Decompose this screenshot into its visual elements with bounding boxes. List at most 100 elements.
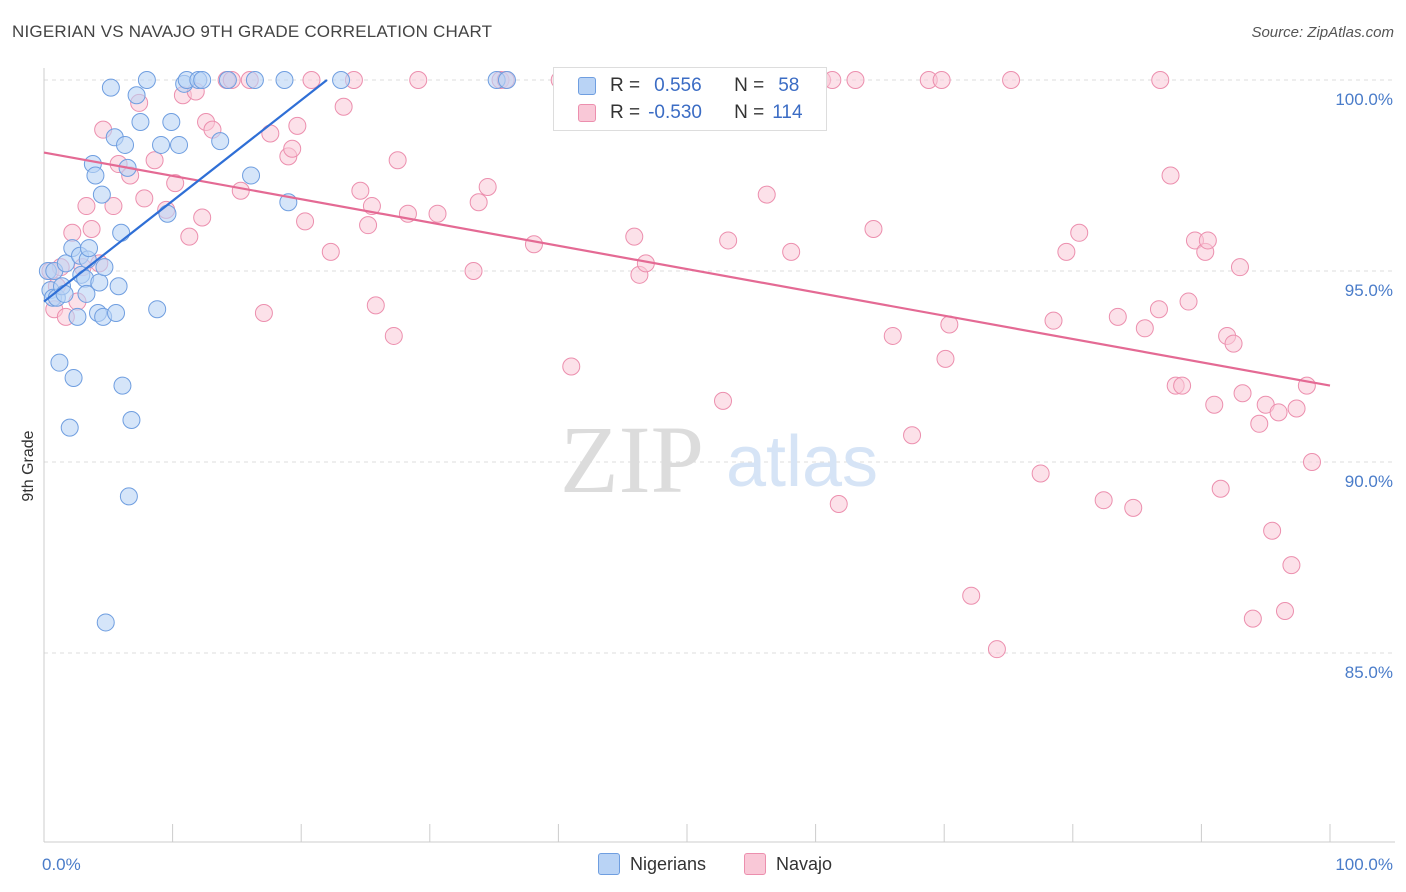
navajo-point [1302, 453, 1321, 471]
navajo-point [1057, 242, 1076, 261]
navajo-point [296, 212, 315, 231]
legend-item-navajo[interactable]: Navajo [744, 852, 832, 876]
navajo-point [366, 296, 385, 315]
grid-lines [44, 79, 1395, 654]
legend-row-nigerians: R = 0.556 N = 58 [578, 74, 799, 98]
legend-swatch-pink [744, 853, 766, 875]
nigerian-point [55, 284, 74, 303]
y-axis-label: 9th Grade [20, 430, 37, 501]
navajo-point [1044, 311, 1063, 330]
navajo-point [1179, 292, 1198, 311]
navajo-point [104, 197, 123, 216]
navajo-point [883, 326, 902, 345]
y-tick-label: 100.0% [1335, 90, 1393, 109]
navajo-point [864, 219, 883, 238]
navajo-point [524, 235, 543, 254]
y-tick-label: 95.0% [1345, 281, 1393, 300]
nigerian-point [86, 166, 105, 185]
legend-n-value: 58 [778, 75, 800, 96]
navajo-point [1124, 498, 1143, 517]
navajo-point [180, 227, 199, 246]
legend-swatch-blue [578, 77, 596, 95]
navajo-point [987, 640, 1006, 659]
navajo-point [478, 177, 497, 196]
nigerian-point [127, 86, 146, 105]
navajo-point [428, 204, 447, 223]
nigerian-point [68, 307, 87, 326]
nigerian-point [90, 273, 109, 292]
navajo-point [135, 189, 154, 208]
navajo-points [41, 71, 1321, 659]
navajo-point [1161, 166, 1180, 185]
legend-row-navajo: R = -0.530 N = 114 [578, 101, 803, 125]
nigerian-point [162, 113, 181, 132]
navajo-point [962, 586, 981, 605]
nigerian-point [275, 71, 294, 89]
nigerian-point [497, 71, 516, 89]
navajo-point [1198, 231, 1217, 250]
navajo-point [1108, 307, 1127, 326]
nigerian-trend-line [43, 79, 328, 303]
navajo-point [932, 71, 951, 89]
navajo-point [321, 242, 340, 261]
navajo-point [254, 304, 273, 323]
navajo-trend-line [43, 151, 1331, 387]
nigerian-points [38, 71, 516, 632]
chart-title: NIGERIAN VS NAVAJO 9TH GRADE CORRELATION… [12, 22, 493, 41]
legend-item-nigerians[interactable]: Nigerians [598, 852, 706, 876]
legend-r-label: R = [610, 75, 641, 96]
legend-r-label: R = [610, 102, 641, 123]
y-tick-label: 90.0% [1345, 472, 1393, 491]
navajo-point [384, 326, 403, 345]
legend-label-navajo: Navajo [776, 853, 833, 874]
navajo-point [903, 426, 922, 445]
nigerian-point [148, 300, 167, 319]
nigerian-point [131, 113, 150, 132]
axes [43, 68, 1395, 843]
navajo-point [77, 197, 96, 216]
nigerian-point [50, 353, 69, 372]
navajo-point [936, 349, 955, 368]
navajo-point [1233, 384, 1252, 403]
nigerian-point [107, 304, 126, 323]
navajo-point [846, 71, 865, 89]
navajo-point [719, 231, 738, 250]
navajo-point [1070, 223, 1089, 242]
navajo-point [283, 139, 302, 158]
navajo-point [82, 219, 101, 238]
x-tick-label: 0.0% [42, 855, 81, 874]
navajo-point [166, 174, 185, 193]
nigerian-point [137, 71, 156, 89]
nigerian-point [158, 204, 177, 223]
nigerian-point [122, 410, 141, 429]
navajo-point [288, 116, 307, 135]
navajo-point [1243, 609, 1262, 628]
nigerian-point [193, 71, 212, 89]
legend-r-value: 0.556 [654, 75, 702, 96]
navajo-point [1287, 399, 1306, 418]
navajo-point [829, 495, 848, 514]
nigerian-point [109, 277, 128, 296]
navajo-point [1094, 491, 1113, 510]
navajo-point [1002, 71, 1021, 89]
nigerian-point [112, 223, 131, 242]
nigerian-point [211, 132, 230, 151]
navajo-point [1224, 334, 1243, 353]
navajo-point [714, 391, 733, 410]
navajo-point [464, 262, 483, 280]
nigerian-point [218, 71, 237, 89]
navajo-point [1275, 601, 1294, 620]
navajo-point [1282, 556, 1301, 575]
nigerian-point [152, 135, 171, 154]
navajo-point [334, 97, 353, 116]
navajo-point [1250, 414, 1269, 433]
nigerian-point [245, 71, 264, 89]
source-label: Source: ZipAtlas.com [1251, 24, 1394, 41]
navajo-point [351, 181, 370, 200]
navajo-point [1263, 521, 1282, 540]
navajo-point [409, 71, 428, 89]
legend-label-nigerians: Nigerians [630, 853, 707, 874]
nigerian-point [60, 418, 79, 437]
navajo-point [782, 242, 801, 261]
navajo-point [1205, 395, 1224, 414]
